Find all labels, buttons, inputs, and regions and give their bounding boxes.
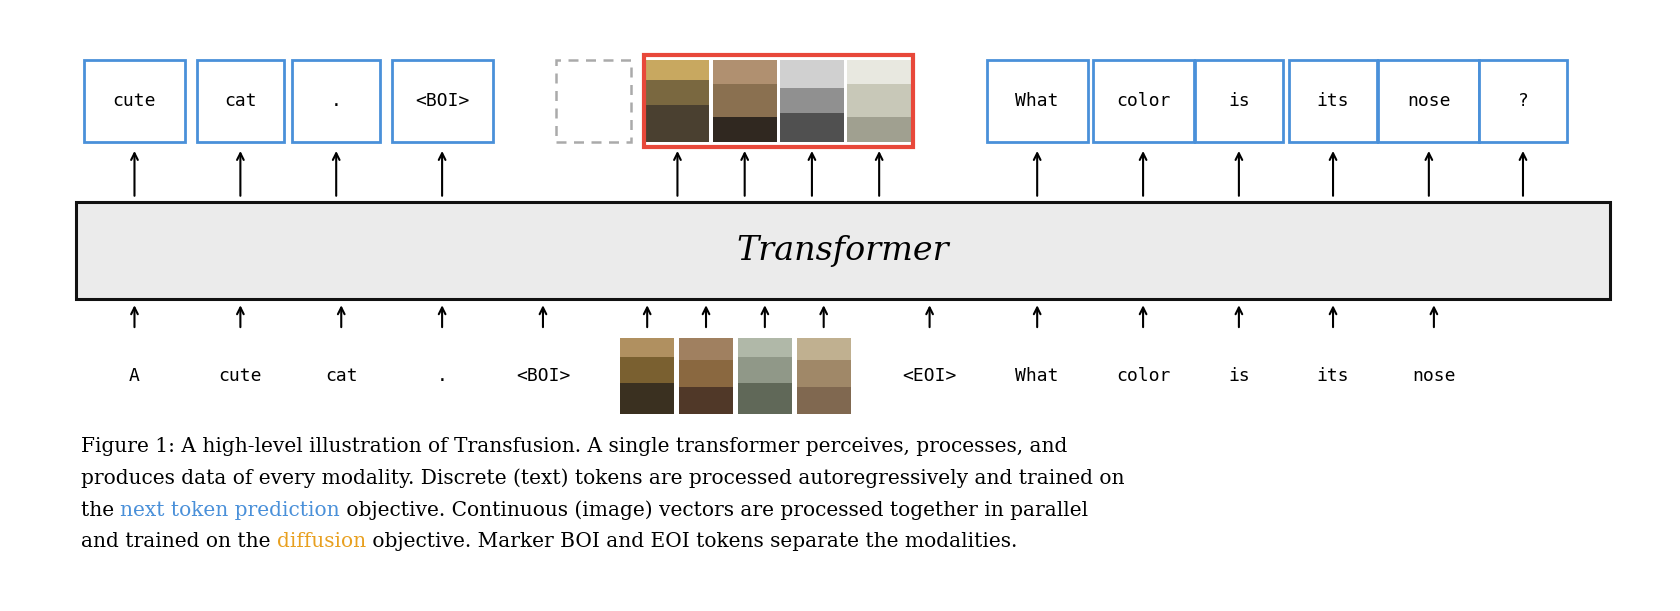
FancyBboxPatch shape	[796, 360, 850, 387]
FancyBboxPatch shape	[986, 59, 1087, 142]
Text: What: What	[1015, 92, 1058, 110]
FancyBboxPatch shape	[780, 113, 843, 142]
FancyBboxPatch shape	[679, 387, 732, 414]
FancyBboxPatch shape	[620, 337, 674, 357]
FancyBboxPatch shape	[620, 384, 674, 414]
FancyBboxPatch shape	[712, 117, 776, 142]
FancyBboxPatch shape	[712, 84, 776, 117]
FancyBboxPatch shape	[796, 337, 850, 360]
Text: nose: nose	[1406, 92, 1450, 110]
Text: ?: ?	[1517, 92, 1527, 110]
Text: objective. Marker BOI and EOI tokens separate the modalities.: objective. Marker BOI and EOI tokens sep…	[366, 532, 1016, 552]
FancyBboxPatch shape	[780, 59, 843, 89]
FancyBboxPatch shape	[738, 357, 791, 384]
FancyBboxPatch shape	[679, 360, 732, 387]
Text: the: the	[81, 500, 119, 520]
Text: nose: nose	[1411, 367, 1455, 385]
Text: its: its	[1315, 367, 1349, 385]
Text: Figure 1: A high-level illustration of Transfusion. A single transformer perceiv: Figure 1: A high-level illustration of T…	[81, 436, 1067, 456]
Text: color: color	[1116, 367, 1169, 385]
FancyBboxPatch shape	[712, 59, 776, 84]
FancyBboxPatch shape	[292, 59, 380, 142]
FancyBboxPatch shape	[1289, 59, 1376, 142]
FancyBboxPatch shape	[738, 337, 791, 357]
Text: <BOI>: <BOI>	[415, 92, 469, 110]
FancyBboxPatch shape	[620, 357, 674, 384]
Text: cute: cute	[218, 367, 262, 385]
FancyBboxPatch shape	[847, 117, 911, 142]
FancyBboxPatch shape	[1194, 59, 1282, 142]
FancyBboxPatch shape	[780, 89, 843, 113]
Text: cat: cat	[223, 92, 257, 110]
Text: color: color	[1116, 92, 1169, 110]
Text: What: What	[1015, 367, 1058, 385]
FancyBboxPatch shape	[738, 384, 791, 414]
Text: <EOI>: <EOI>	[902, 367, 956, 385]
Text: <BOI>: <BOI>	[516, 367, 570, 385]
FancyBboxPatch shape	[796, 387, 850, 414]
Text: cute: cute	[113, 92, 156, 110]
FancyBboxPatch shape	[1092, 59, 1193, 142]
Text: .: .	[331, 92, 341, 110]
Text: is: is	[1228, 367, 1248, 385]
FancyBboxPatch shape	[391, 59, 492, 142]
FancyBboxPatch shape	[1478, 59, 1566, 142]
FancyBboxPatch shape	[645, 60, 709, 80]
Text: is: is	[1228, 92, 1248, 110]
Text: and trained on the: and trained on the	[81, 532, 277, 552]
FancyBboxPatch shape	[645, 105, 709, 142]
FancyBboxPatch shape	[84, 59, 185, 142]
Text: produces data of every modality. Discrete (text) tokens are processed autoregres: produces data of every modality. Discret…	[81, 468, 1124, 488]
Text: next token prediction: next token prediction	[119, 500, 339, 520]
Text: A: A	[129, 367, 139, 385]
FancyBboxPatch shape	[679, 337, 732, 360]
Text: objective. Continuous (image) vectors are processed together in parallel: objective. Continuous (image) vectors ar…	[339, 500, 1087, 520]
FancyBboxPatch shape	[847, 84, 911, 117]
FancyBboxPatch shape	[197, 59, 284, 142]
Text: .: .	[437, 367, 447, 385]
FancyBboxPatch shape	[76, 202, 1609, 299]
FancyBboxPatch shape	[847, 59, 911, 84]
FancyBboxPatch shape	[1378, 59, 1478, 142]
FancyBboxPatch shape	[554, 59, 630, 142]
Text: diffusion: diffusion	[277, 532, 366, 552]
Text: Transformer: Transformer	[736, 235, 949, 266]
FancyBboxPatch shape	[645, 80, 709, 105]
Text: cat: cat	[324, 367, 358, 385]
Text: its: its	[1315, 92, 1349, 110]
